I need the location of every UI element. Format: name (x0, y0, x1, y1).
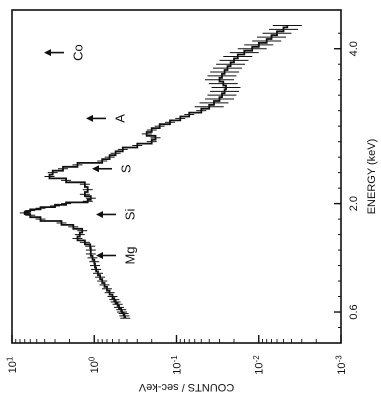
element-annotation: A (113, 114, 128, 123)
annotation-arrowhead (86, 114, 93, 122)
x-tick-label: 4.0 (348, 41, 360, 56)
y-axis-label: COUNTS / sec-keV (138, 381, 234, 393)
element-annotation: Mg (123, 246, 138, 264)
plot-frame (11, 9, 342, 344)
annotation-arrowhead (96, 251, 103, 259)
x-axis-label: ENERGY (keV) (366, 139, 378, 215)
ticks-layer: 0.6 2.0 4.0 101 100 10-1 10-2 10-3 (5, 32, 360, 375)
element-annotation: Co (71, 44, 86, 61)
y-tick-label: 10-2 (252, 355, 266, 375)
x-tick-label: 0.6 (348, 304, 360, 319)
annotations-layer: Mg Si S A Co (44, 44, 138, 265)
y-tick-label: 100 (88, 356, 102, 373)
annotation-arrowhead (96, 210, 103, 218)
y-tick-label: 10-3 (334, 355, 348, 375)
annotation-arrowhead (92, 165, 99, 173)
series-layer (19, 24, 302, 319)
element-annotation: Si (123, 209, 138, 221)
x-tick-label: 2.0 (348, 196, 360, 211)
y-tick-label: 10-1 (170, 355, 184, 375)
element-annotation: S (119, 164, 134, 173)
spectrum-series-line (23, 25, 289, 319)
y-tick-label: 101 (5, 356, 19, 373)
annotation-arrowhead (44, 49, 51, 57)
